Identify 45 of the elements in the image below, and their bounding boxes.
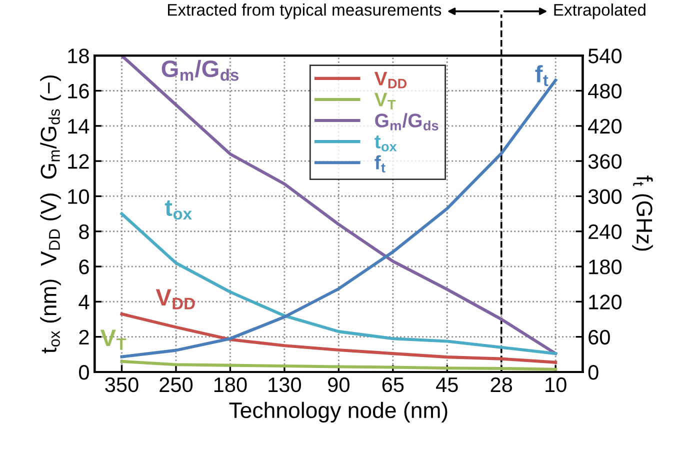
text: t$_{ox}$ xyxy=(164,200,192,220)
y-tick-label: 6 xyxy=(79,260,89,274)
text: Extrapolated xyxy=(554,4,646,20)
x-tick-label: 350 xyxy=(105,377,138,392)
x-tick-label: 250 xyxy=(160,377,193,392)
text: f$_{t}$ xyxy=(535,65,548,86)
y-tick-label: 12 xyxy=(68,154,89,169)
text: Extracted from typical measurements xyxy=(168,4,442,20)
text: V$_{DD}$ xyxy=(156,289,195,310)
y2-tick-label: 300 xyxy=(588,189,622,204)
y-tick-label: 18 xyxy=(68,48,89,64)
x-tick-label: 65 xyxy=(382,377,404,392)
y-tick-label: 10 xyxy=(68,189,89,204)
y2-tick-label: 240 xyxy=(588,224,622,240)
x-tick-label: 28 xyxy=(490,377,512,392)
y-tick-label: 2 xyxy=(79,330,89,344)
y2-tick-label: 60 xyxy=(588,330,610,345)
x-tick-label: 45 xyxy=(436,378,458,392)
y2-tick-label: 420 xyxy=(588,118,622,134)
text: t$_{ox}$ (nm) V$_{DD}$ (V) G$_{m}$/G$_{ds}$ (−) xyxy=(40,75,61,354)
y2-tick-label: 480 xyxy=(588,84,622,99)
legend-label: t$_{ox}$ xyxy=(374,136,397,152)
legend-label: G$_{m}$/G$_{ds}$ xyxy=(375,113,438,130)
x-tick-label: 10 xyxy=(546,377,566,392)
y2-tick-label: 540 xyxy=(588,48,622,64)
text: V$_{T}$ xyxy=(100,330,126,350)
text: G$_{m}$/G$_{ds}$ xyxy=(162,60,238,81)
line-series xyxy=(120,360,558,371)
y2-tick-label: 120 xyxy=(589,294,622,310)
x-tick-label: 90 xyxy=(328,377,350,392)
y-tick-label: 4 xyxy=(78,294,90,310)
y2-tick-label: 0 xyxy=(588,364,598,380)
x-tick-label: 180 xyxy=(214,377,247,392)
legend-label: f$_{t}$ xyxy=(374,155,386,173)
y2-tick-label: 360 xyxy=(588,154,622,169)
y-tick-label: 16 xyxy=(68,84,89,99)
x-tick-label: 130 xyxy=(268,377,302,392)
y2-tick-label: 180 xyxy=(589,260,622,274)
y2-axis-title: f$_{t}$ (GHz) xyxy=(632,176,653,251)
x-axis-title: Technology node (nm) xyxy=(229,402,448,423)
y-tick-label: 8 xyxy=(79,224,89,240)
legend-label: V$_{DD}$ xyxy=(374,72,407,88)
y-tick-label: 0 xyxy=(79,364,89,380)
y-tick-label: 14 xyxy=(68,119,90,134)
legend-label: V$_{T}$ xyxy=(374,92,396,110)
